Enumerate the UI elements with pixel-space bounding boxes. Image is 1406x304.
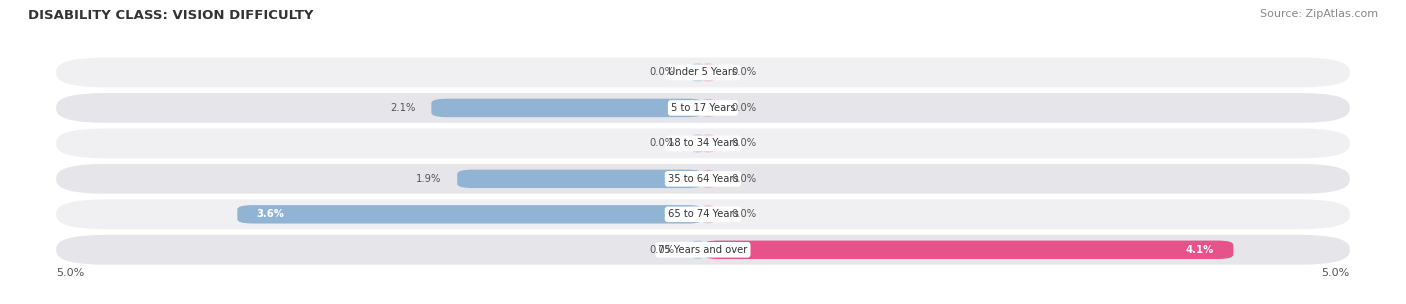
Text: Under 5 Years: Under 5 Years (668, 67, 738, 78)
Text: 0.0%: 0.0% (650, 67, 675, 78)
Text: 5.0%: 5.0% (56, 268, 84, 278)
Text: 75 Years and over: 75 Years and over (658, 245, 748, 255)
Text: 35 to 64 Years: 35 to 64 Years (668, 174, 738, 184)
Text: 3.6%: 3.6% (257, 209, 284, 219)
FancyBboxPatch shape (56, 199, 1350, 229)
Text: 0.0%: 0.0% (650, 138, 675, 148)
FancyBboxPatch shape (56, 129, 1350, 158)
Text: 0.0%: 0.0% (731, 174, 756, 184)
FancyBboxPatch shape (457, 170, 703, 188)
Text: 65 to 74 Years: 65 to 74 Years (668, 209, 738, 219)
Text: 18 to 34 Years: 18 to 34 Years (668, 138, 738, 148)
Text: 0.0%: 0.0% (731, 209, 756, 219)
Text: 4.1%: 4.1% (1185, 245, 1213, 255)
FancyBboxPatch shape (703, 205, 713, 223)
FancyBboxPatch shape (432, 99, 703, 117)
Text: DISABILITY CLASS: VISION DIFFICULTY: DISABILITY CLASS: VISION DIFFICULTY (28, 9, 314, 22)
Text: 2.1%: 2.1% (391, 103, 416, 113)
FancyBboxPatch shape (56, 57, 1350, 87)
FancyBboxPatch shape (703, 63, 713, 82)
FancyBboxPatch shape (693, 240, 703, 259)
Text: 0.0%: 0.0% (731, 103, 756, 113)
Text: Source: ZipAtlas.com: Source: ZipAtlas.com (1260, 9, 1378, 19)
FancyBboxPatch shape (56, 93, 1350, 123)
FancyBboxPatch shape (238, 205, 703, 223)
Text: 0.0%: 0.0% (650, 245, 675, 255)
FancyBboxPatch shape (703, 134, 713, 153)
FancyBboxPatch shape (703, 240, 1233, 259)
FancyBboxPatch shape (56, 235, 1350, 265)
FancyBboxPatch shape (56, 164, 1350, 194)
Text: 0.0%: 0.0% (731, 67, 756, 78)
Text: 1.9%: 1.9% (416, 174, 441, 184)
Text: 0.0%: 0.0% (731, 138, 756, 148)
FancyBboxPatch shape (703, 99, 713, 117)
FancyBboxPatch shape (693, 63, 703, 82)
FancyBboxPatch shape (693, 134, 703, 153)
Text: 5 to 17 Years: 5 to 17 Years (671, 103, 735, 113)
Text: 5.0%: 5.0% (1322, 268, 1350, 278)
FancyBboxPatch shape (703, 170, 713, 188)
